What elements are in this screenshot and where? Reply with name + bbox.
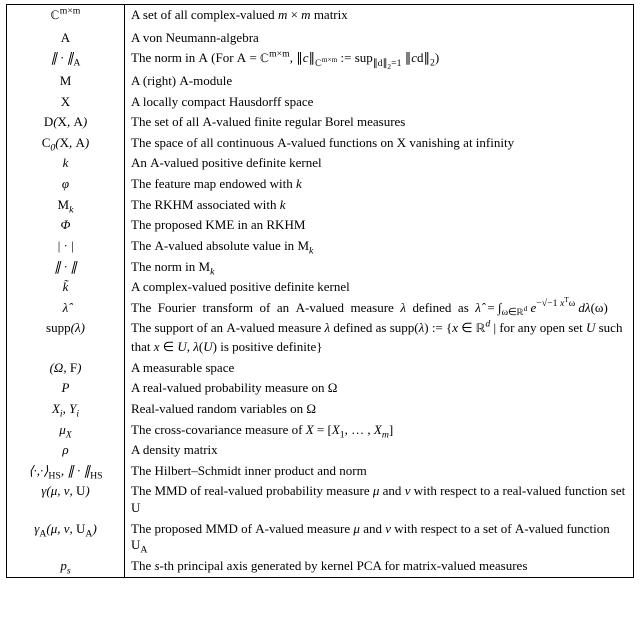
symbol-cell: γ(μ, ν, U) [7, 481, 125, 518]
symbol-cell: ℂm×m [7, 5, 125, 28]
definition-cell: A density matrix [125, 440, 634, 461]
symbol-cell: D(X, A) [7, 112, 125, 133]
symbol-cell: Xi, Yi [7, 399, 125, 420]
definition-cell: The norm in A (For A = ℂm×m, ∥c∥ℂm×m := … [125, 48, 634, 71]
symbol-cell: ⟨·,·⟩HS, ∥ · ∥HS [7, 461, 125, 482]
definition-cell: Real-valued random variables on Ω [125, 399, 634, 420]
symbol-cell: X [7, 92, 125, 113]
symbol-cell: Φ [7, 215, 125, 236]
symbol-cell: ∥ · ∥ [7, 257, 125, 278]
definition-cell: The support of an A-valued measure λ def… [125, 318, 634, 357]
table-row: MkThe RKHM associated with k [7, 195, 634, 216]
table-row: ∥ · ∥The norm in Mk [7, 257, 634, 278]
table-row: γA(μ, ν, UA)The proposed MMD of A-valued… [7, 519, 634, 556]
symbol-cell: Mk [7, 195, 125, 216]
definition-cell: The MMD of real-valued probability measu… [125, 481, 634, 518]
symbol-cell: ps [7, 556, 125, 577]
definition-cell: A measurable space [125, 358, 634, 379]
symbol-cell: φ [7, 174, 125, 195]
definition-cell: The space of all continuous A-valued fun… [125, 133, 634, 154]
symbol-cell: (Ω, F) [7, 358, 125, 379]
definition-cell: The set of all A-valued finite regular B… [125, 112, 634, 133]
table-row: psThe s-th principal axis generated by k… [7, 556, 634, 577]
definition-cell: The Hilbert–Schmidt inner product and no… [125, 461, 634, 482]
definition-cell: A set of all complex-valued m × m matrix [125, 5, 634, 28]
table-row: D(X, A)The set of all A-valued finite re… [7, 112, 634, 133]
symbol-cell: C0(X, A) [7, 133, 125, 154]
symbol-cell: k [7, 153, 125, 174]
definition-cell: The RKHM associated with k [125, 195, 634, 216]
definition-cell: A real-valued probability measure on Ω [125, 378, 634, 399]
table-row: MA (right) A-module [7, 71, 634, 92]
definition-cell: The s-th principal axis generated by ker… [125, 556, 634, 577]
table-row: Xi, YiReal-valued random variables on Ω [7, 399, 634, 420]
definition-cell: A complex-valued positive definite kerne… [125, 277, 634, 298]
symbol-cell: supp(λ) [7, 318, 125, 357]
symbol-cell: | · | [7, 236, 125, 257]
definition-cell: A locally compact Hausdorff space [125, 92, 634, 113]
table-row: (Ω, F)A measurable space [7, 358, 634, 379]
definition-cell: A von Neumann-algebra [125, 28, 634, 49]
table-row: ⟨·,·⟩HS, ∥ · ∥HSThe Hilbert–Schmidt inne… [7, 461, 634, 482]
table-row: ∥ · ∥AThe norm in A (For A = ℂm×m, ∥c∥ℂm… [7, 48, 634, 71]
table-row: ρA density matrix [7, 440, 634, 461]
definition-cell: The cross-covariance measure of X = [X1,… [125, 420, 634, 441]
symbol-cell: ρ [7, 440, 125, 461]
table-row: | · |The A-valued absolute value in Mk [7, 236, 634, 257]
symbol-cell: k̃ [7, 277, 125, 298]
symbol-cell: λ̂ [7, 298, 125, 319]
table-row: supp(λ)The support of an A-valued measur… [7, 318, 634, 357]
table-row: XA locally compact Hausdorff space [7, 92, 634, 113]
table-row: μXThe cross-covariance measure of X = [X… [7, 420, 634, 441]
definition-cell: The proposed MMD of A-valued measure μ a… [125, 519, 634, 556]
table-row: AA von Neumann-algebra [7, 28, 634, 49]
table-row: γ(μ, ν, U)The MMD of real-valued probabi… [7, 481, 634, 518]
symbol-cell: A [7, 28, 125, 49]
table-row: ΦThe proposed KME in an RKHM [7, 215, 634, 236]
table-row: φThe feature map endowed with k [7, 174, 634, 195]
notation-table: ℂm×mA set of all complex-valued m × m ma… [6, 4, 634, 578]
definition-cell: The A-valued absolute value in Mk [125, 236, 634, 257]
symbol-cell: M [7, 71, 125, 92]
symbol-cell: P [7, 378, 125, 399]
table-row: kAn A-valued positive definite kernel [7, 153, 634, 174]
definition-cell: An A-valued positive definite kernel [125, 153, 634, 174]
table-row: λ̂The Fourier transform of an A-valued m… [7, 298, 634, 319]
definition-cell: The Fourier transform of an A-valued mea… [125, 298, 634, 319]
symbol-cell: ∥ · ∥A [7, 48, 125, 71]
table-row: ℂm×mA set of all complex-valued m × m ma… [7, 5, 634, 28]
table-row: C0(X, A)The space of all continuous A-va… [7, 133, 634, 154]
table-row: PA real-valued probability measure on Ω [7, 378, 634, 399]
definition-cell: The feature map endowed with k [125, 174, 634, 195]
table-row: k̃A complex-valued positive definite ker… [7, 277, 634, 298]
notation-tbody: ℂm×mA set of all complex-valued m × m ma… [7, 5, 634, 578]
definition-cell: The proposed KME in an RKHM [125, 215, 634, 236]
definition-cell: A (right) A-module [125, 71, 634, 92]
symbol-cell: γA(μ, ν, UA) [7, 519, 125, 556]
definition-cell: The norm in Mk [125, 257, 634, 278]
symbol-cell: μX [7, 420, 125, 441]
